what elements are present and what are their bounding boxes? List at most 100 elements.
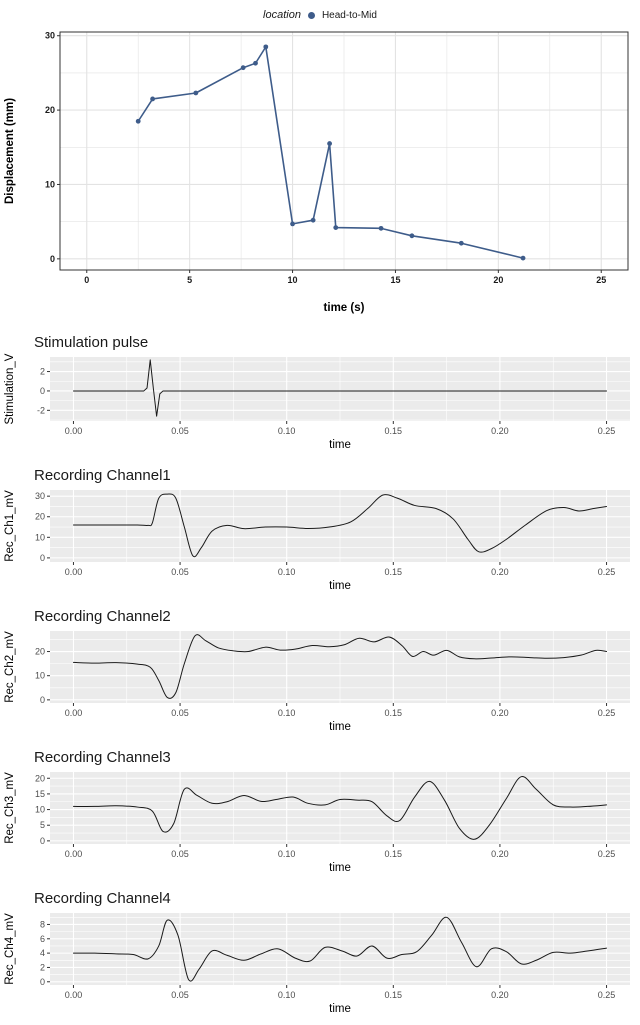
svg-text:0.10: 0.10: [278, 708, 296, 718]
svg-text:0.25: 0.25: [598, 426, 616, 436]
series-markers: [135, 44, 526, 261]
svg-text:10: 10: [35, 805, 45, 815]
svg-text:0.10: 0.10: [278, 567, 296, 577]
svg-text:0.05: 0.05: [171, 567, 189, 577]
svg-text:2: 2: [40, 367, 45, 377]
svg-text:0: 0: [40, 695, 45, 705]
svg-text:0: 0: [40, 553, 45, 563]
recording-channel2-plot: 0.00 0.05 0.10 0.15 0.20 0.25 0 10 20 time Rec_Ch2…: [4, 631, 630, 733]
x-axis-title: time: [329, 1003, 351, 1015]
legend-entry-head-to-mid: Head-to-Mid: [321, 9, 377, 21]
recording-channel4-block: Recording Channel4 0.00 0.05 0.10 0.15 0.20 0…: [0, 890, 640, 1017]
svg-text:15: 15: [35, 789, 45, 799]
gridlines: [50, 490, 630, 562]
svg-text:0.15: 0.15: [385, 426, 403, 436]
recording-channel3-plot: 0.00 0.05 0.10 0.15 0.20 0.25 0 5 10 15 20 time Rec_…: [4, 772, 630, 874]
svg-text:25: 25: [596, 275, 606, 285]
stimulation-pulse-title: Stimulation pulse: [34, 334, 149, 351]
svg-text:0: 0: [50, 254, 55, 264]
svg-text:0.10: 0.10: [278, 849, 296, 859]
svg-text:20: 20: [45, 105, 55, 115]
x-axis-title: time (s): [324, 302, 365, 314]
axis-ticks-and-labels: 0 5 10 15 20 25 0 10 20 30: [45, 31, 606, 285]
svg-text:15: 15: [390, 275, 400, 285]
svg-text:0.05: 0.05: [171, 426, 189, 436]
svg-text:0.25: 0.25: [598, 708, 616, 718]
svg-text:0.20: 0.20: [491, 708, 509, 718]
svg-text:5: 5: [187, 275, 192, 285]
y-axis-title: Rec_Ch4_mV: [4, 913, 16, 985]
legend-title: location: [263, 9, 301, 21]
gridlines: [50, 631, 630, 703]
axis-ticks-and-labels: 0.00 0.05 0.10 0.15 0.20 0.25 0 2 4 6 8: [40, 919, 615, 1000]
svg-text:0.10: 0.10: [278, 990, 296, 1000]
recording-channel3-block: Recording Channel3 0.00 0.05 0.10 0.15 0.20 0…: [0, 749, 640, 876]
svg-text:0.15: 0.15: [385, 990, 403, 1000]
svg-text:0.20: 0.20: [491, 849, 509, 859]
svg-text:0: 0: [40, 386, 45, 396]
legend-point-icon: [307, 11, 315, 19]
svg-text:10: 10: [35, 671, 45, 681]
recording-channel3-title: Recording Channel3: [34, 749, 171, 766]
svg-text:4: 4: [40, 948, 45, 958]
svg-text:-2: -2: [37, 405, 45, 415]
svg-text:0.25: 0.25: [598, 849, 616, 859]
svg-text:2: 2: [40, 962, 45, 972]
x-axis-title: time: [329, 580, 351, 592]
axis-ticks-and-labels: 0.00 0.05 0.10 0.15 0.20 0.25 0 10 20: [35, 647, 615, 718]
svg-text:10: 10: [45, 179, 55, 189]
x-axis-title: time: [329, 721, 351, 733]
recording-channel4-plot: 0.00 0.05 0.10 0.15 0.20 0.25 0 2 4 6 8 time Rec_Ch4…: [4, 913, 630, 1015]
svg-text:0.05: 0.05: [171, 990, 189, 1000]
svg-text:30: 30: [45, 31, 55, 41]
svg-text:20: 20: [493, 275, 503, 285]
legend: location Head-to-Mid: [0, 6, 640, 24]
series-line: [72, 359, 608, 417]
panel-border: [59, 31, 629, 271]
series-line: [72, 634, 608, 699]
axis-ticks-and-labels: 0.00 0.05 0.10 0.15 0.20 0.25 -2 0 2: [37, 367, 615, 436]
x-axis-title: time: [329, 862, 351, 874]
svg-text:0: 0: [40, 836, 45, 846]
svg-text:0.15: 0.15: [385, 849, 403, 859]
svg-text:10: 10: [35, 532, 45, 542]
y-axis-title: Rec_Ch1_mV: [4, 490, 16, 562]
y-axis-title: Rec_Ch3_mV: [4, 772, 16, 844]
recording-channel1-plot: 0.00 0.05 0.10 0.15 0.20 0.25 0 10 20 30 time Rec_C…: [4, 490, 630, 592]
svg-text:6: 6: [40, 934, 45, 944]
gridlines: [60, 32, 628, 270]
svg-text:0: 0: [40, 977, 45, 987]
svg-text:0.25: 0.25: [598, 567, 616, 577]
displacement-chart-block: location Head-to-Mid 0 5 10 15 20 25 0 10 20 30 ti…: [0, 6, 640, 316]
svg-text:0.00: 0.00: [65, 849, 83, 859]
svg-text:5: 5: [40, 820, 45, 830]
svg-text:20: 20: [35, 512, 45, 522]
stimulation-pulse-block: Stimulation pulse 0.00 0.05 0.10 0.15 0.20 0.…: [0, 334, 640, 453]
svg-text:10: 10: [288, 275, 298, 285]
y-axis-title: Displacement (mm): [4, 98, 16, 204]
svg-text:20: 20: [35, 647, 45, 657]
svg-text:0.20: 0.20: [491, 567, 509, 577]
svg-text:0.25: 0.25: [598, 990, 616, 1000]
svg-text:0.15: 0.15: [385, 708, 403, 718]
svg-text:30: 30: [35, 491, 45, 501]
svg-text:20: 20: [35, 773, 45, 783]
recording-channel2-title: Recording Channel2: [34, 608, 171, 625]
series-line: [72, 776, 608, 840]
recording-channel2-block: Recording Channel2 0.00 0.05 0.10 0.15 0.20 0…: [0, 608, 640, 735]
svg-text:0.20: 0.20: [491, 990, 509, 1000]
recording-channel1-block: Recording Channel1 0.00 0.05 0.10 0.15 0.20 0…: [0, 467, 640, 594]
svg-text:0.20: 0.20: [491, 426, 509, 436]
svg-text:0.10: 0.10: [278, 426, 296, 436]
svg-text:0.05: 0.05: [171, 849, 189, 859]
series-line: [137, 46, 524, 259]
svg-text:0.15: 0.15: [385, 567, 403, 577]
y-axis-title: Rec_Ch2_mV: [4, 631, 16, 703]
axis-ticks-and-labels: 0.00 0.05 0.10 0.15 0.20 0.25 0 10 20 30: [35, 491, 615, 577]
gridlines: [50, 913, 630, 985]
svg-text:8: 8: [40, 919, 45, 929]
svg-text:0.00: 0.00: [65, 990, 83, 1000]
series-line: [72, 916, 608, 982]
y-axis-title: Stimulation_V: [4, 353, 16, 424]
